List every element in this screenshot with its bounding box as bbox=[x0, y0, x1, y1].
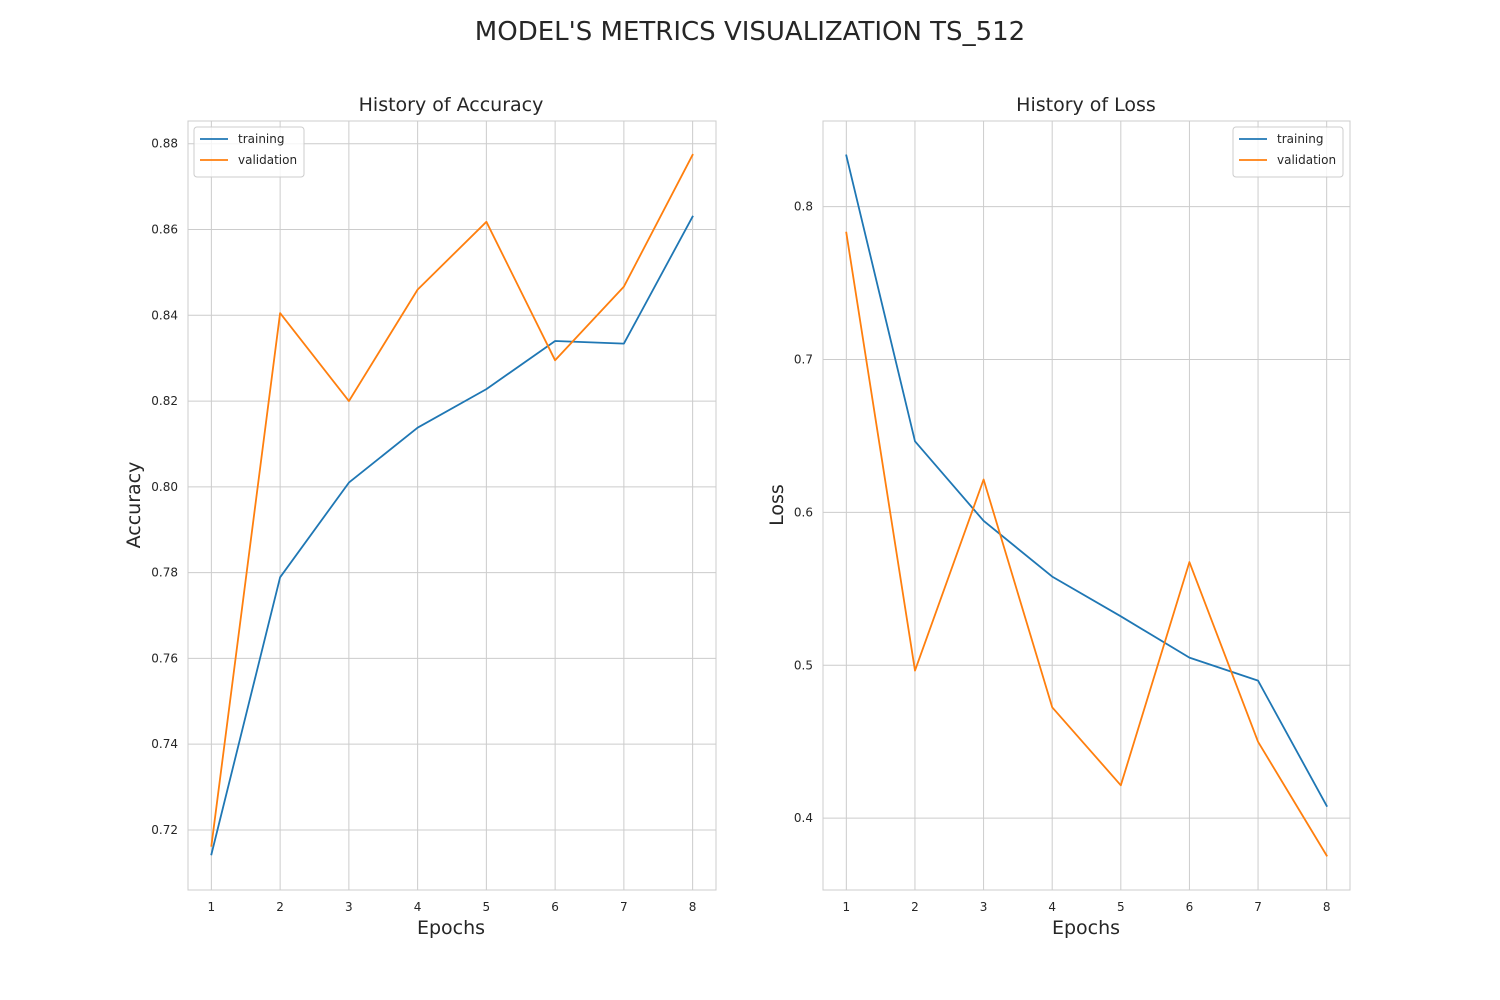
loss-validation-line bbox=[845, 231, 1328, 857]
accuracy-y-tick-label: 0.72 bbox=[151, 823, 178, 837]
loss-x-tick-label: 8 bbox=[1323, 900, 1331, 914]
loss-x-tick-label: 2 bbox=[911, 900, 919, 914]
loss-x-tick-label: 5 bbox=[1117, 900, 1125, 914]
accuracy-y-tick-label: 0.84 bbox=[151, 308, 178, 322]
accuracy-x-tick-label: 1 bbox=[208, 900, 216, 914]
accuracy-x-tick-label: 2 bbox=[276, 900, 284, 914]
loss-y-tick-label: 0.4 bbox=[794, 811, 813, 825]
accuracy-y-tick-label: 0.82 bbox=[151, 394, 178, 408]
accuracy-x-tick-label: 8 bbox=[689, 900, 697, 914]
accuracy-chart-title: History of Accuracy bbox=[359, 94, 544, 116]
loss-x-tick-label: 6 bbox=[1186, 900, 1194, 914]
accuracy-x-tick-label: 6 bbox=[551, 900, 559, 914]
loss-x-axis-label: Epochs bbox=[1052, 917, 1120, 939]
loss-y-axis-label: Loss bbox=[766, 484, 788, 526]
loss-x-tick-label: 4 bbox=[1048, 900, 1056, 914]
loss-legend-label-training: training bbox=[1277, 132, 1324, 146]
loss-plot-area: 1 2 3 4 5 6 7 8 0.4 0.5 0.6 0.7 0.8 bbox=[794, 120, 1351, 914]
accuracy-plot-area: 1 2 3 4 5 6 7 8 0.72 0.74 0.76 0.78 0.80 0.82 0.84 0.86… bbox=[151, 120, 717, 914]
loss-x-tick-label: 1 bbox=[843, 900, 851, 914]
loss-axes-frame bbox=[822, 120, 1351, 891]
figure-title: MODEL'S METRICS VISUALIZATION TS_512 bbox=[475, 17, 1025, 47]
loss-x-tick-label: 3 bbox=[980, 900, 988, 914]
accuracy-y-tick-label: 0.76 bbox=[151, 651, 178, 665]
accuracy-y-tick-label: 0.80 bbox=[151, 480, 178, 494]
loss-chart-title: History of Loss bbox=[1016, 94, 1156, 116]
accuracy-validation-line bbox=[210, 153, 694, 847]
loss-y-tick-label: 0.7 bbox=[794, 352, 813, 366]
accuracy-y-tick-label: 0.74 bbox=[151, 737, 178, 751]
loss-y-tick-label: 0.8 bbox=[794, 200, 813, 214]
loss-legend: training validation bbox=[1232, 126, 1344, 178]
accuracy-axes-frame bbox=[187, 120, 717, 891]
loss-y-tick-label: 0.5 bbox=[794, 658, 813, 672]
accuracy-legend-label-training: training bbox=[238, 132, 285, 146]
accuracy-training-line bbox=[210, 215, 694, 856]
accuracy-y-tick-label: 0.88 bbox=[151, 137, 178, 151]
accuracy-legend: training validation bbox=[193, 126, 305, 178]
accuracy-x-tick-label: 4 bbox=[414, 900, 422, 914]
accuracy-x-axis-label: Epochs bbox=[417, 917, 485, 939]
accuracy-x-tick-label: 7 bbox=[620, 900, 628, 914]
accuracy-chart: 1 2 3 4 5 6 7 8 0.72 0.74 0.76 0.78 0.80 0.82 0.84 0.86… bbox=[123, 94, 717, 939]
loss-chart: 1 2 3 4 5 6 7 80.40.50.60.70.8 History of Loss … bbox=[766, 94, 1351, 939]
loss-legend-label-validation: validation bbox=[1277, 153, 1336, 167]
accuracy-x-tick-label: 5 bbox=[483, 900, 491, 914]
loss-training-line bbox=[845, 154, 1328, 808]
loss-y-tick-label: 0.6 bbox=[794, 505, 813, 519]
accuracy-legend-label-validation: validation bbox=[238, 153, 297, 167]
accuracy-x-tick-label: 3 bbox=[345, 900, 353, 914]
loss-x-tick-label: 7 bbox=[1254, 900, 1262, 914]
accuracy-y-tick-label: 0.86 bbox=[151, 223, 178, 237]
accuracy-y-tick-label: 0.78 bbox=[151, 566, 178, 580]
accuracy-y-axis-label: Accuracy bbox=[123, 462, 145, 549]
